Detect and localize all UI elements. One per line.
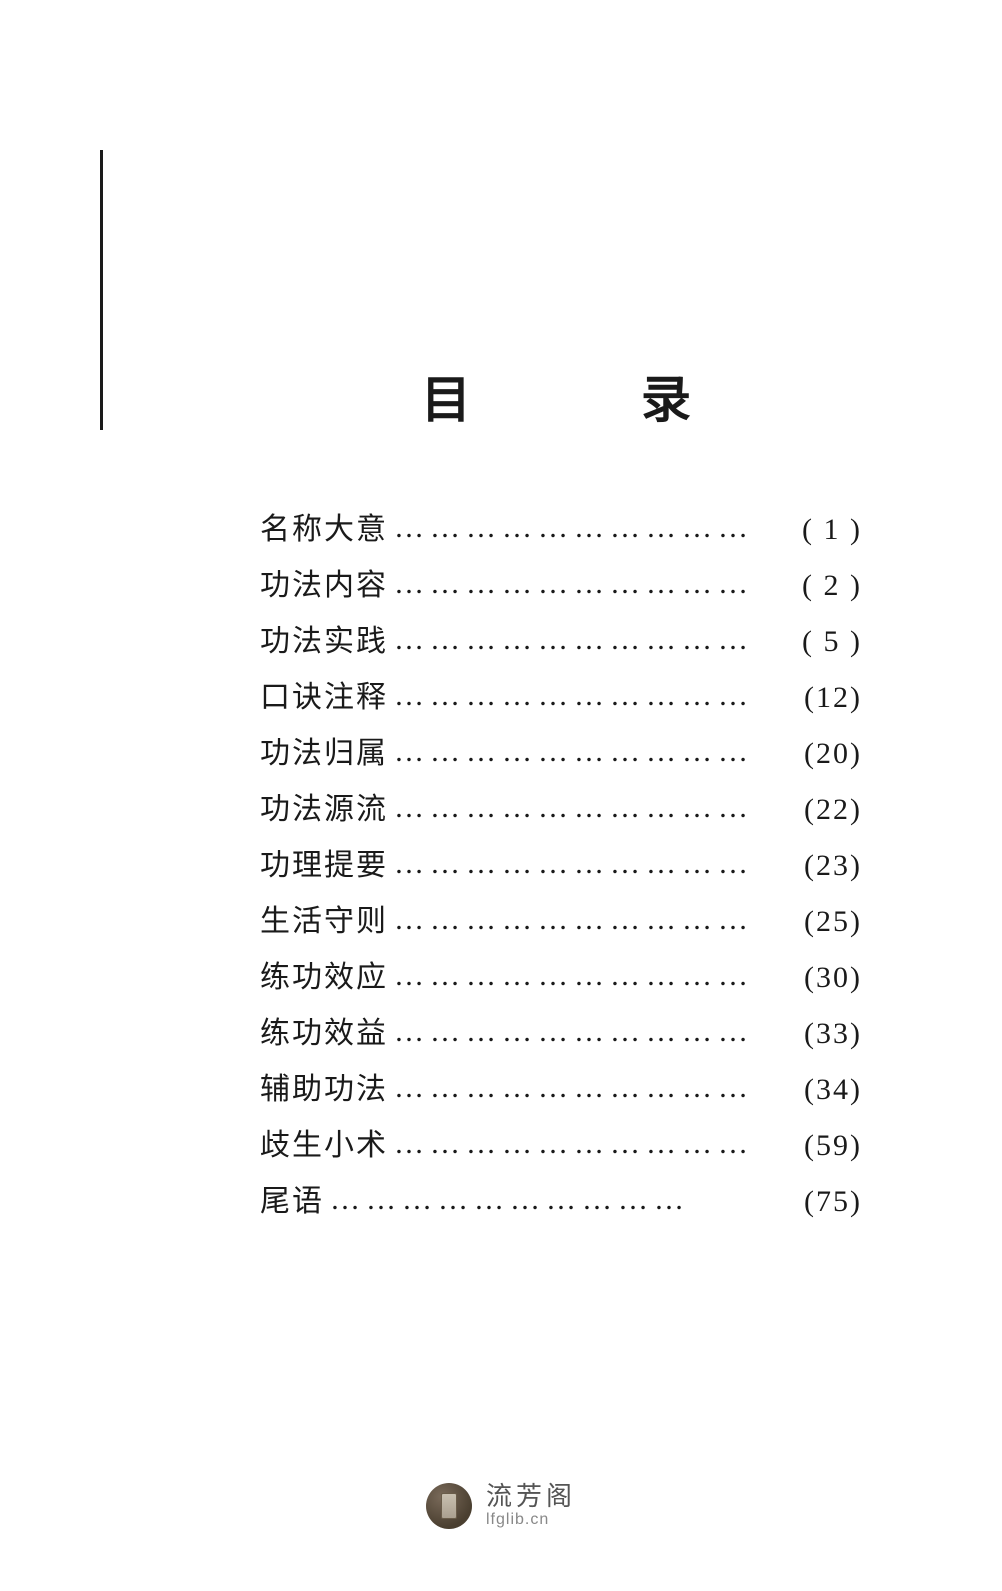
- toc-entry: 歧生小术 ………………………… (59): [260, 1118, 862, 1174]
- toc-leader: …………………………: [388, 724, 772, 780]
- toc-entry-label: 尾语: [260, 1174, 324, 1230]
- toc-entry-page: (12): [772, 670, 862, 726]
- toc-leader: …………………………: [388, 1116, 772, 1172]
- toc-entry: 练功效益 ………………………… (33): [260, 1006, 862, 1062]
- toc-leader: …………………………: [388, 948, 772, 1004]
- toc-entry-label: 名称大意: [260, 502, 388, 558]
- toc-entry-page: (25): [772, 894, 862, 950]
- toc-leader: …………………………: [388, 556, 772, 612]
- toc-entry-label: 练功效益: [260, 1006, 388, 1062]
- toc-entry-page: ( 5 ): [772, 614, 862, 670]
- toc-leader: …………………………: [388, 780, 772, 836]
- toc-entry: 辅助功法 ………………………… (34): [260, 1062, 862, 1118]
- toc-entry: 功理提要 ………………………… (23): [260, 838, 862, 894]
- toc-entry: 生活守则 ………………………… (25): [260, 894, 862, 950]
- toc-list: 名称大意 ………………………… ( 1 ) 功法内容 ………………………… ( …: [260, 502, 862, 1230]
- toc-entry-label: 歧生小术: [260, 1118, 388, 1174]
- footer-logo-book-icon: [441, 1493, 457, 1519]
- footer-site-url: lfglib.cn: [486, 1511, 576, 1529]
- toc-entry: 功法归属 ………………………… (20): [260, 726, 862, 782]
- toc-entry: 功法内容 ………………………… ( 2 ): [260, 558, 862, 614]
- toc-entry: 尾语 ………………………… (75): [260, 1174, 862, 1230]
- toc-entry-label: 生活守则: [260, 894, 388, 950]
- toc-entry-page: (22): [772, 782, 862, 838]
- toc-entry-label: 功法内容: [260, 558, 388, 614]
- toc-entry-label: 功法归属: [260, 726, 388, 782]
- toc-leader: …………………………: [324, 1172, 772, 1228]
- toc-entry-label: 功法源流: [260, 782, 388, 838]
- toc-entry-page: (59): [772, 1118, 862, 1174]
- footer-logo-icon: [426, 1483, 472, 1529]
- footer: 流芳阁 lfglib.cn: [0, 1483, 1002, 1529]
- toc-entry: 功法实践 ………………………… ( 5 ): [260, 614, 862, 670]
- toc-entry-page: ( 1 ): [772, 502, 862, 558]
- toc-entry-label: 练功效应: [260, 950, 388, 1006]
- toc-entry-page: (23): [772, 838, 862, 894]
- toc-leader: …………………………: [388, 500, 772, 556]
- toc-leader: …………………………: [388, 836, 772, 892]
- toc-entry-label: 口诀注释: [260, 670, 388, 726]
- toc-entry: 口诀注释 ………………………… (12): [260, 670, 862, 726]
- page: 目 录 名称大意 ………………………… ( 1 ) 功法内容 …………………………: [0, 0, 1002, 1591]
- toc-leader: …………………………: [388, 612, 772, 668]
- toc-entry-page: (75): [772, 1174, 862, 1230]
- toc-entry-page: (20): [772, 726, 862, 782]
- scan-edge-mark: [100, 150, 103, 430]
- toc-entry-label: 功法实践: [260, 614, 388, 670]
- toc-leader: …………………………: [388, 892, 772, 948]
- footer-text-block: 流芳阁 lfglib.cn: [486, 1483, 576, 1529]
- footer-site-title: 流芳阁: [486, 1483, 576, 1512]
- toc-entry: 练功效应 ………………………… (30): [260, 950, 862, 1006]
- toc-entry-page: ( 2 ): [772, 558, 862, 614]
- toc-entry: 功法源流 ………………………… (22): [260, 782, 862, 838]
- toc-entry-label: 辅助功法: [260, 1062, 388, 1118]
- toc-entry-page: (34): [772, 1062, 862, 1118]
- toc-entry-page: (33): [772, 1006, 862, 1062]
- toc-entry: 名称大意 ………………………… ( 1 ): [260, 502, 862, 558]
- toc-entry-page: (30): [772, 950, 862, 1006]
- toc-leader: …………………………: [388, 668, 772, 724]
- toc-title: 目 录: [310, 360, 862, 432]
- toc-entry-label: 功理提要: [260, 838, 388, 894]
- toc-leader: …………………………: [388, 1004, 772, 1060]
- toc-leader: …………………………: [388, 1060, 772, 1116]
